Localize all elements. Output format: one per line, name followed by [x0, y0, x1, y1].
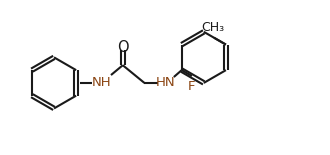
Text: NH: NH	[91, 76, 111, 89]
Text: F: F	[188, 80, 196, 93]
Text: CH₃: CH₃	[202, 21, 225, 34]
Text: O: O	[117, 40, 129, 55]
Text: HN: HN	[156, 76, 176, 89]
